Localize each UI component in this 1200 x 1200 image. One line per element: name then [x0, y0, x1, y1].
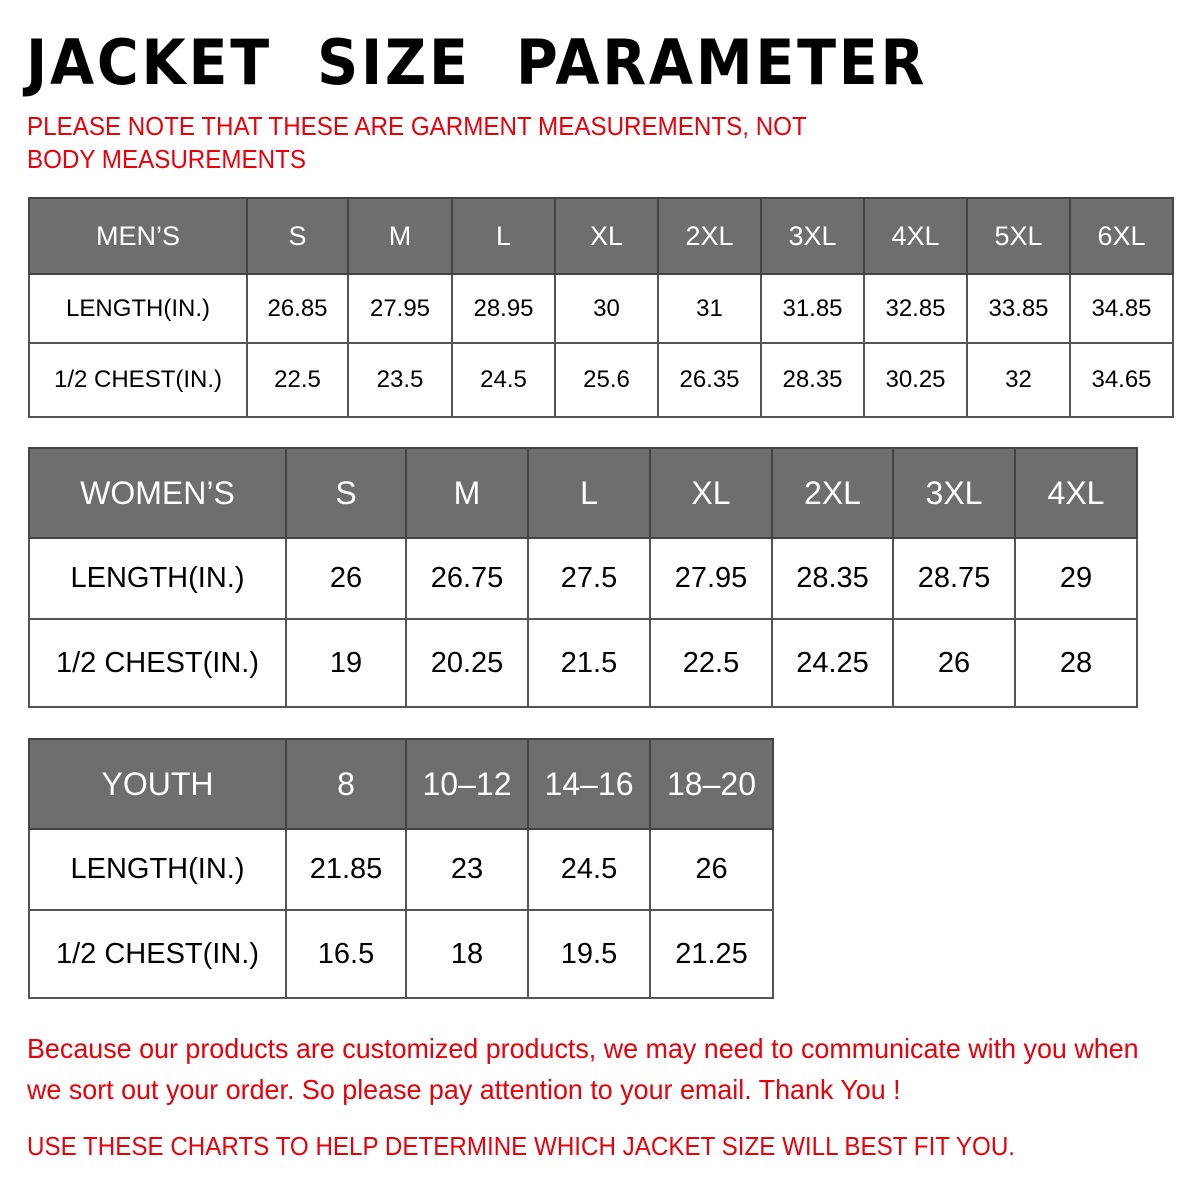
size-header-cell: 14–16 [527, 738, 651, 830]
measurement-value: 22.5 [649, 618, 773, 708]
size-header-cell: 6XL [1069, 197, 1174, 275]
measurement-value: 34.65 [1069, 342, 1174, 418]
measurement-value: 31 [657, 273, 762, 344]
table-category-label: MEN’S [28, 197, 248, 275]
measurement-value: 19 [285, 618, 407, 708]
mens-size-table: MEN’S S M L XL 2XL 3XL 4XL 5XL 6XL LENGTH(IN.) 26.8… [28, 197, 1174, 418]
measurement-value: 23 [405, 828, 529, 911]
measurement-value: 32 [966, 342, 1071, 418]
measurement-note: PLEASE NOTE THAT THESE ARE GARMENT MEASU… [27, 111, 807, 174]
size-hint: USE THESE CHARTS TO HELP DETERMINE WHICH… [27, 1131, 1016, 1161]
table-row: 1/2 CHEST(IN.) 19 20.25 21.5 22.5 24.25 26 28 [28, 618, 1138, 708]
measurement-value: 30 [554, 273, 659, 344]
measurement-value: 26 [285, 537, 407, 620]
size-header-cell: 3XL [760, 197, 865, 275]
measurement-value: 28.75 [892, 537, 1016, 620]
size-header-cell: XL [554, 197, 659, 275]
measurement-value: 24.5 [451, 342, 556, 418]
size-header-cell: 3XL [892, 447, 1016, 539]
measurement-value: 21.25 [649, 909, 774, 999]
measurement-label: LENGTH(IN.) [28, 828, 287, 911]
size-header-cell: 4XL [1014, 447, 1138, 539]
measurement-value: 28.95 [451, 273, 556, 344]
size-header-cell: M [347, 197, 453, 275]
measurement-value: 21.85 [285, 828, 407, 911]
measurement-value: 26.35 [657, 342, 762, 418]
measurement-value: 21.5 [527, 618, 651, 708]
measurement-value: 24.25 [771, 618, 894, 708]
measurement-value: 28.35 [771, 537, 894, 620]
measurement-label: 1/2 CHEST(IN.) [28, 342, 248, 418]
size-header-cell: M [405, 447, 529, 539]
measurement-value: 26 [892, 618, 1016, 708]
table-category-label: WOMEN’S [28, 447, 287, 539]
measurement-value: 18 [405, 909, 529, 999]
measurement-value: 23.5 [347, 342, 453, 418]
measurement-value: 34.85 [1069, 273, 1174, 344]
size-header-cell: 8 [285, 738, 407, 830]
measurement-value: 27.95 [347, 273, 453, 344]
table-category-label: YOUTH [28, 738, 287, 830]
measurement-value: 20.25 [405, 618, 529, 708]
measurement-label: 1/2 CHEST(IN.) [28, 618, 287, 708]
size-header-cell: 10–12 [405, 738, 529, 830]
measurement-value: 26.75 [405, 537, 529, 620]
measurement-value: 31.85 [760, 273, 865, 344]
table-row: 1/2 CHEST(IN.) 22.5 23.5 24.5 25.6 26.35 28.35… [28, 342, 1174, 418]
measurement-value: 24.5 [527, 828, 651, 911]
measurement-value: 19.5 [527, 909, 651, 999]
measurement-value: 29 [1014, 537, 1138, 620]
table-row: LENGTH(IN.) 21.85 23 24.5 26 [28, 828, 774, 911]
measurement-value: 26 [649, 828, 774, 911]
measurement-value: 28 [1014, 618, 1138, 708]
size-header-cell: L [527, 447, 651, 539]
measurement-value: 33.85 [966, 273, 1071, 344]
measurement-value: 27.95 [649, 537, 773, 620]
youth-size-table: YOUTH 8 10–12 14–16 18–20 LENGTH(IN.) 21.85 23 2… [28, 738, 774, 999]
measurement-label: LENGTH(IN.) [28, 273, 248, 344]
customization-message: Because our products are customized prod… [27, 1033, 1139, 1105]
measurement-value: 26.85 [246, 273, 349, 344]
measurement-value: 32.85 [863, 273, 968, 344]
table-header-row: MEN’S S M L XL 2XL 3XL 4XL 5XL 6XL [28, 197, 1174, 275]
size-header-cell: 18–20 [649, 738, 774, 830]
measurement-value: 25.6 [554, 342, 659, 418]
size-header-cell: L [451, 197, 556, 275]
size-header-cell: S [246, 197, 349, 275]
measurement-value: 27.5 [527, 537, 651, 620]
measurement-value: 30.25 [863, 342, 968, 418]
size-header-cell: 2XL [771, 447, 894, 539]
table-row: 1/2 CHEST(IN.) 16.5 18 19.5 21.25 [28, 909, 774, 999]
size-header-cell: 4XL [863, 197, 968, 275]
table-row: LENGTH(IN.) 26.85 27.95 28.95 30 31 31.85 32.85… [28, 273, 1174, 344]
measurement-label: 1/2 CHEST(IN.) [28, 909, 287, 999]
measurement-label: LENGTH(IN.) [28, 537, 287, 620]
page-title: JACKET SIZE PARAMETER [26, 26, 928, 99]
measurement-value: 16.5 [285, 909, 407, 999]
table-header-row: WOMEN’S S M L XL 2XL 3XL 4XL [28, 447, 1138, 539]
table-row: LENGTH(IN.) 26 26.75 27.5 27.95 28.35 28.75 29 [28, 537, 1138, 620]
womens-size-table: WOMEN’S S M L XL 2XL 3XL 4XL LENGTH(IN.) 26 26.75 2… [28, 447, 1138, 708]
size-header-cell: 5XL [966, 197, 1071, 275]
size-header-cell: XL [649, 447, 773, 539]
measurement-value: 28.35 [760, 342, 865, 418]
size-header-cell: S [285, 447, 407, 539]
size-header-cell: 2XL [657, 197, 762, 275]
table-header-row: YOUTH 8 10–12 14–16 18–20 [28, 738, 774, 830]
measurement-value: 22.5 [246, 342, 349, 418]
